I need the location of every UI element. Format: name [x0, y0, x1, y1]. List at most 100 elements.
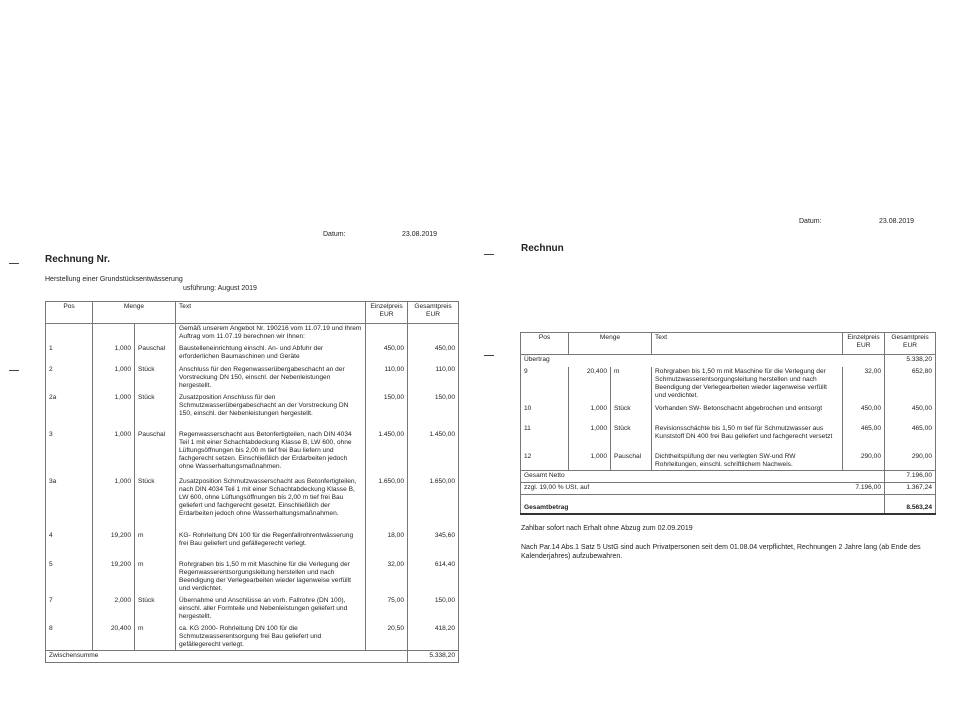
table-row: 2a 1,000 Stück Zusatzposition Anschluss für… — [46, 392, 459, 430]
net-label: Gesamt Netto — [520, 470, 885, 483]
row-unit-price: 75,00 — [365, 595, 408, 624]
row-total-price: 110,00 — [407, 364, 459, 393]
row-text: Revisionsschächte bis 1,50 m tief für Sc… — [651, 423, 843, 452]
row-quantity: 1,000 — [92, 364, 135, 393]
row-unit: Stück — [133, 364, 176, 393]
row-text: KG- Rohrleitung DN 100 für die Regenfall… — [175, 530, 366, 560]
row-total-price: 345,60 — [407, 530, 459, 560]
date-value: 23.08.2019 — [879, 218, 915, 225]
row-total-price: 1.450,00 — [407, 429, 459, 477]
row-quantity: 1,000 — [568, 423, 611, 452]
row-quantity: 2,000 — [92, 595, 135, 624]
date-value: 23.08.2019 — [402, 231, 438, 238]
invoice-title: Rechnung Nr. — [45, 254, 111, 265]
row-pos: 4 — [49, 531, 53, 539]
vat-label: zzgl. 19,00 % USt. auf — [520, 482, 843, 495]
row-text: Übernahme und Anschlüsse an vorh. Fallro… — [175, 595, 366, 624]
invoice-subtitle: Herstellung einer Grundstücksentwässerun… — [45, 276, 183, 283]
table-row: 10 1,000 Stück Vorhanden SW- Betonschacht a… — [521, 403, 936, 424]
row-pos: 2a — [49, 393, 57, 401]
row-pos: 1 — [49, 344, 53, 352]
header-gesamtpreis: Gesamtpreis EUR — [407, 301, 460, 324]
row-quantity: 1,000 — [568, 451, 611, 471]
row-quantity: 1,000 — [92, 392, 135, 430]
payment-note: Zahlbar sofort nach Erhalt ohne Abzug zu… — [521, 525, 693, 532]
row-text: Rohrgraben bis 1,50 m mit Maschine für d… — [651, 366, 843, 404]
row-unit: Stück — [609, 403, 652, 424]
carry-label: Übertrag — [520, 354, 885, 367]
punch-mark — [484, 254, 494, 255]
row-unit-price: 290,00 — [842, 451, 885, 471]
header-einzelpreis: Einzelpreis EUR — [365, 301, 409, 324]
header-text: Text — [651, 332, 844, 355]
execution-date: usführung: August 2019 — [183, 285, 257, 292]
row-unit: Stück — [609, 423, 652, 452]
row-unit-price: 32,00 — [365, 559, 408, 596]
row-total-price: 465,00 — [884, 423, 936, 452]
table-row: 3a 1,000 Stück Zusatzposition Schmutzwasser… — [46, 476, 459, 531]
row-unit: m — [133, 530, 176, 560]
row-unit: m — [609, 366, 652, 404]
header-menge: Menge — [567, 332, 653, 355]
punch-mark — [484, 355, 494, 356]
header-menge: Menge — [91, 301, 177, 324]
row-unit-price: 1.650,00 — [365, 476, 408, 531]
row-total-price: 450,00 — [407, 343, 459, 365]
table-row: 11 1,000 Stück Revisionsschächte bis 1,50 m… — [521, 423, 936, 452]
row-text: ca. KG 2000- Rohrleitung DN 100 für die … — [175, 623, 366, 650]
subtotal-label: Zwischensumme — [45, 649, 408, 662]
subtotal-value: 5.338,20 — [407, 649, 459, 662]
invoice-title: Rechnun — [521, 243, 564, 254]
intro-text: Gemäß unserem Angebot Nr. 190216 vom 11.… — [175, 323, 366, 344]
row-unit: Pauschal — [609, 451, 652, 471]
vat-base: 7.196,00 — [842, 482, 885, 495]
vat-value: 1.367,24 — [884, 482, 936, 495]
header-text: Text — [175, 301, 367, 324]
row-total-price: 652,80 — [884, 366, 936, 404]
row-total-price: 450,00 — [884, 403, 936, 424]
row-unit-price: 450,00 — [365, 343, 408, 365]
date-label: Datum: — [799, 218, 822, 225]
header-einzelpreis: Einzelpreis EUR — [842, 332, 886, 355]
row-quantity: 20,400 — [92, 623, 135, 650]
row-total-price: 418,20 — [407, 623, 459, 650]
row-text: Zusatzposition Anschluss für den Schmutz… — [175, 392, 366, 430]
row-text: Rohrgraben bis 1,50 m mit Maschine für d… — [175, 559, 366, 596]
row-unit: Stück — [133, 392, 176, 430]
row-unit: m — [133, 623, 176, 650]
table-row: 9 20,400 m Rohrgraben bis 1,50 m mit Maschi… — [521, 366, 936, 404]
punch-mark — [9, 263, 19, 264]
row-quantity: 19,200 — [92, 530, 135, 560]
net-value: 7.196,00 — [884, 470, 936, 483]
row-unit-price: 110,00 — [365, 364, 408, 393]
row-unit-price: 465,00 — [842, 423, 885, 452]
row-pos: 10 — [524, 404, 532, 412]
header-pos: Pos — [520, 332, 569, 355]
punch-mark — [9, 370, 19, 371]
header-gesamtpreis: Gesamtpreis EUR — [884, 332, 937, 355]
row-quantity: 1,000 — [92, 343, 135, 365]
row-pos: 12 — [524, 452, 532, 460]
row-pos: 3a — [49, 477, 57, 485]
row-pos: 3 — [49, 430, 53, 438]
row-total-price: 290,00 — [884, 451, 936, 471]
row-total-price: 1.650,00 — [407, 476, 459, 531]
row-text: Dichtheitspüfung der neu verlegten SW-un… — [651, 451, 843, 471]
row-quantity: 1,000 — [92, 429, 135, 477]
table-row: 12 1,000 Pauschal Dichtheitspüfung der neu … — [521, 451, 936, 471]
row-unit-price: 450,00 — [842, 403, 885, 424]
header-pos: Pos — [45, 301, 93, 324]
total-label: Gesamtbetrag — [520, 494, 885, 514]
table-row: 8 20,400 m ca. KG 2000- Rohrleitung DN 100 … — [46, 623, 459, 650]
row-pos: 9 — [524, 367, 528, 375]
total-value: 8.563,24 — [884, 494, 936, 514]
table-row: 1 1,000 Pauschal Baustelleneinrichtung eins… — [46, 343, 459, 365]
row-pos: 11 — [524, 424, 531, 432]
row-unit: Pauschal — [133, 429, 176, 477]
row-unit-price: 150,00 — [365, 392, 408, 430]
table-row: 3 1,000 Pauschal Regenwasserschacht aus Bet… — [46, 429, 459, 477]
row-unit-price: 20,50 — [365, 623, 408, 650]
table-row: 2 1,000 Stück Anschluss für den Regenwasser… — [46, 364, 459, 393]
row-text: Anschluss für den Regenwasserübergabesch… — [175, 364, 366, 393]
table-row: 7 2,000 Stück Übernahme und Anschlüsse an v… — [46, 595, 459, 624]
